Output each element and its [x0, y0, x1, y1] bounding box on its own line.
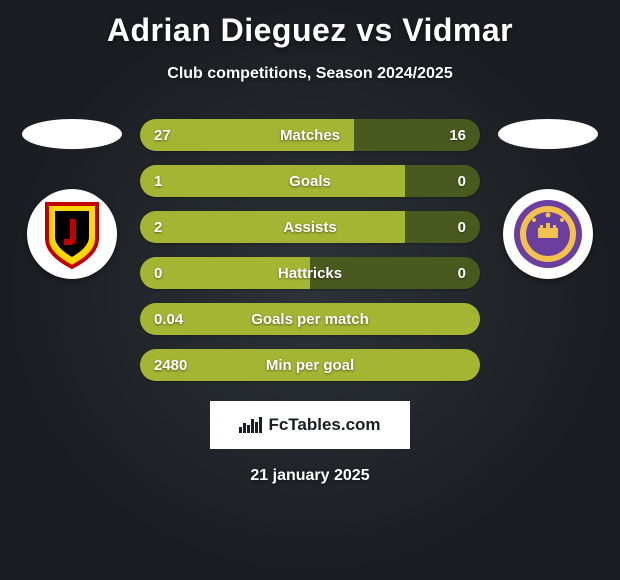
stat-label: Min per goal	[266, 357, 354, 374]
stat-value-left: 2	[154, 219, 162, 236]
stat-label: Goals per match	[251, 311, 369, 328]
stat-value-left: 0	[154, 265, 162, 282]
stat-bar-left	[140, 211, 405, 243]
club-badge-right	[503, 189, 593, 279]
player-left-avatar	[22, 119, 122, 149]
date-label: 21 january 2025	[0, 467, 620, 485]
stat-row: 2480 Min per goal	[140, 349, 480, 381]
stat-label: Goals	[289, 173, 331, 190]
stat-row: 0 0 Hattricks	[140, 257, 480, 289]
stats-column: 27 16 Matches 1 0 Goals 2 0 Assists 0 0 Hattricks 0.…	[140, 119, 480, 381]
subtitle: Club competitions, Season 2024/2025	[0, 65, 620, 83]
stat-bar-right	[405, 211, 480, 243]
stat-label: Assists	[283, 219, 336, 236]
stat-label: Matches	[280, 127, 340, 144]
stat-value-left: 0.04	[154, 311, 183, 328]
stat-value-right: 0	[458, 173, 466, 190]
player-right-avatar	[498, 119, 598, 149]
stat-value-right: 16	[449, 127, 466, 144]
stat-label: Hattricks	[278, 265, 342, 282]
maribor-badge-icon	[512, 198, 584, 270]
jagiellonia-badge-icon	[42, 199, 102, 269]
stat-row: 1 0 Goals	[140, 165, 480, 197]
club-badge-left	[27, 189, 117, 279]
stat-value-left: 27	[154, 127, 171, 144]
stat-row: 0.04 Goals per match	[140, 303, 480, 335]
player-left-column	[22, 119, 122, 279]
player-right-column	[498, 119, 598, 279]
stat-value-left: 2480	[154, 357, 187, 374]
stat-value-left: 1	[154, 173, 162, 190]
watermark: FcTables.com	[210, 401, 410, 449]
comparison-content: 27 16 Matches 1 0 Goals 2 0 Assists 0 0 Hattricks 0.…	[0, 119, 620, 381]
stat-value-right: 0	[458, 219, 466, 236]
stat-row: 2 0 Assists	[140, 211, 480, 243]
stat-bar-left	[140, 165, 405, 197]
page-title: Adrian Dieguez vs Vidmar	[0, 12, 620, 49]
stat-bar-right	[405, 165, 480, 197]
stat-value-right: 0	[458, 265, 466, 282]
watermark-text: FcTables.com	[268, 415, 380, 435]
stat-row: 27 16 Matches	[140, 119, 480, 151]
bar-chart-icon	[239, 417, 262, 433]
